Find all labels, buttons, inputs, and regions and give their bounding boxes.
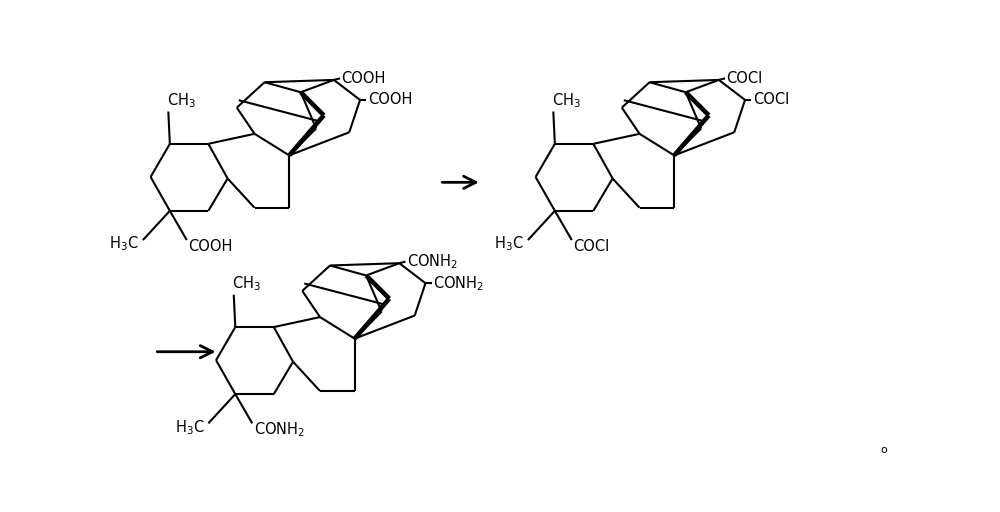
Text: CONH$_2$: CONH$_2$ bbox=[254, 420, 304, 439]
Text: COCl: COCl bbox=[753, 93, 789, 108]
Text: CONH$_2$: CONH$_2$ bbox=[407, 252, 458, 271]
Text: COCl: COCl bbox=[727, 71, 763, 86]
Text: COCl: COCl bbox=[573, 239, 610, 254]
Text: CONH$_2$: CONH$_2$ bbox=[433, 274, 484, 292]
Text: o: o bbox=[880, 444, 887, 455]
Text: COOH: COOH bbox=[188, 239, 233, 254]
Text: CH$_3$: CH$_3$ bbox=[167, 91, 196, 110]
Text: CH$_3$: CH$_3$ bbox=[232, 274, 261, 293]
Text: H$_3$C: H$_3$C bbox=[109, 234, 139, 253]
Text: COOH: COOH bbox=[342, 71, 386, 86]
Text: H$_3$C: H$_3$C bbox=[494, 234, 524, 253]
Text: H$_3$C: H$_3$C bbox=[175, 418, 205, 437]
Text: CH$_3$: CH$_3$ bbox=[552, 91, 581, 110]
Text: COOH: COOH bbox=[368, 93, 412, 108]
